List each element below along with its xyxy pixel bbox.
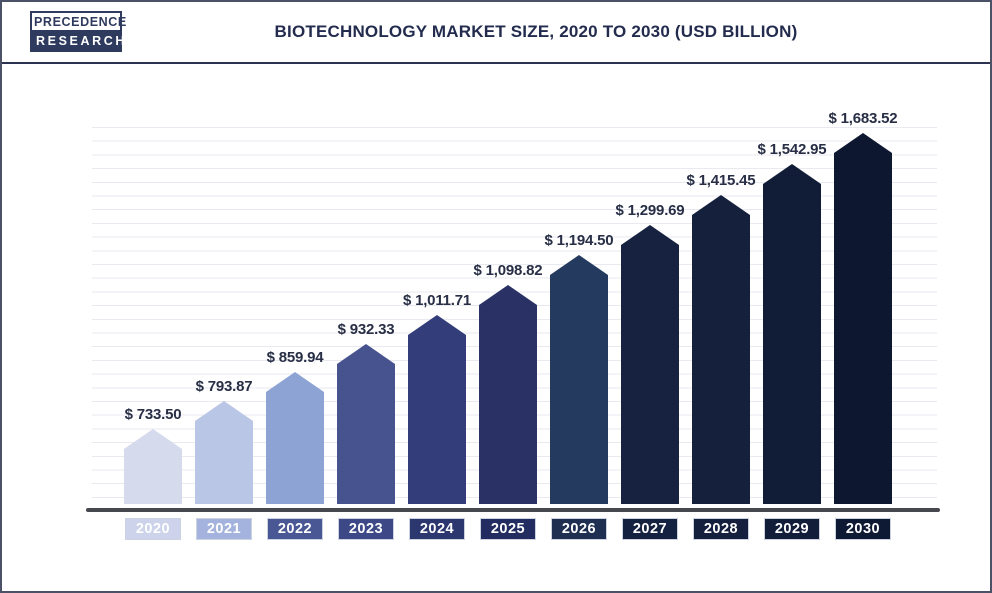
value-label-2029: $ 1,542.95: [757, 141, 827, 158]
bar-2021: [195, 401, 253, 504]
bar-2025: [479, 285, 537, 504]
bar-2022: [266, 372, 324, 504]
bar-2030: [834, 133, 892, 504]
value-label-2024: $ 1,011.71: [402, 292, 472, 309]
x-tick-2024: 2024: [409, 518, 465, 540]
logo-line1: PRECEDENCE: [32, 13, 126, 32]
x-tick-2025: 2025: [480, 518, 536, 540]
x-tick-2021: 2021: [196, 518, 252, 540]
x-axis-line: [86, 508, 940, 512]
value-label-2030: $ 1,683.52: [828, 110, 898, 127]
header: PRECEDENCE RESEARCH BIOTECHNOLOGY MARKET…: [2, 2, 990, 64]
bar-2023: [337, 344, 395, 504]
x-tick-2027: 2027: [622, 518, 678, 540]
value-label-2025: $ 1,098.82: [473, 262, 543, 279]
value-label-2027: $ 1,299.69: [615, 202, 685, 219]
bar-2027: [621, 225, 679, 504]
value-label-2022: $ 859.94: [266, 349, 324, 366]
precedence-research-logo: PRECEDENCE RESEARCH: [30, 11, 126, 52]
plot-area: $ 733.50 2020 $ 793.87 2021 $ 859.94 2022 $ 93…: [2, 64, 990, 591]
x-tick-2023: 2023: [338, 518, 394, 540]
bar-2024: [408, 315, 466, 504]
x-tick-2030: 2030: [835, 518, 891, 540]
x-tick-2029: 2029: [764, 518, 820, 540]
chart-title: BIOTECHNOLOGY MARKET SIZE, 2020 TO 2030 …: [274, 22, 798, 41]
value-label-2028: $ 1,415.45: [686, 172, 756, 189]
bar-2028: [692, 195, 750, 504]
value-label-2023: $ 932.33: [337, 321, 395, 338]
bar-2026: [550, 255, 608, 504]
x-tick-2026: 2026: [551, 518, 607, 540]
x-tick-2020: 2020: [125, 518, 181, 540]
value-label-2020: $ 733.50: [124, 406, 182, 423]
logo-line2: RESEARCH: [32, 32, 124, 50]
value-label-2021: $ 793.87: [195, 378, 253, 395]
value-label-2026: $ 1,194.50: [544, 232, 614, 249]
bar-2029: [763, 164, 821, 504]
x-tick-2022: 2022: [267, 518, 323, 540]
x-tick-2028: 2028: [693, 518, 749, 540]
